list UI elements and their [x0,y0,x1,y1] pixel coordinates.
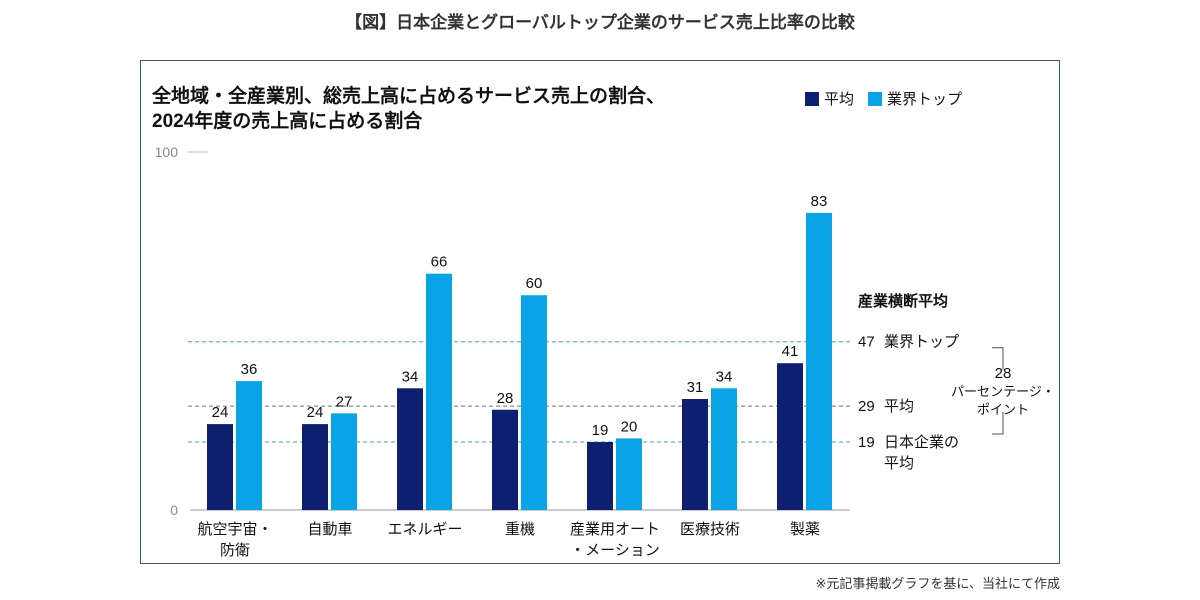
bracket-top [992,347,1004,370]
x-tick-label: 防衛 [220,542,250,559]
figure-title: 【図】日本企業とグローバルトップ企業のサービス売上比率の比較 [345,13,855,32]
data-label: 24 [212,404,229,421]
chart-title: 全地域・全産業別、総売上高に占めるサービス売上の割合、 2024年度の売上高に占… [152,84,665,134]
bar-top [236,381,262,510]
x-tick-label: 医療技術 [680,521,740,538]
chart-title-line: 全地域・全産業別、総売上高に占めるサービス売上の割合、 [152,86,666,107]
gap-annotation: ポイント [977,402,1029,417]
legend-item-average: 平均 [805,88,854,109]
x-tick-label: 製薬 [790,521,820,538]
legend-swatch [805,92,819,106]
x-tick-label: 航空宇宙・ [197,521,272,538]
legend-item-top: 業界トップ [868,88,962,109]
data-label: 28 [497,390,514,407]
gap-annotation: 28 [995,365,1012,382]
bar-average [492,409,518,510]
bar-top [711,388,737,510]
gap-annotation: パーセンテージ・ [951,384,1055,399]
bar-average [682,399,708,510]
footnote: ※元記事掲載グラフを基に、当社にて作成 [815,576,1060,591]
x-tick-label: 重機 [505,521,535,538]
data-label: 60 [526,275,543,292]
bar-average [587,441,613,510]
reference-label: 日本企業の [884,433,959,451]
y-tick-label: 0 [170,502,178,518]
x-tick-label: ・メーション [570,542,660,559]
data-label: 34 [402,368,419,385]
bar-top [806,212,832,511]
legend-label: 平均 [824,91,855,108]
bar-average [207,424,233,510]
reference-value: 19 [858,434,875,451]
data-label: 83 [811,193,828,210]
bar-top [331,413,357,510]
reference-label: 平均 [884,455,914,472]
data-label: 36 [241,361,258,378]
bar-top [616,438,642,510]
data-label: 31 [687,379,704,396]
bar-average [302,424,328,510]
data-label: 27 [336,393,353,410]
data-label: 20 [621,418,638,435]
data-label: 19 [592,422,609,439]
legend-swatch [868,92,883,106]
chart-frame [140,60,1060,564]
reference-value: 47 [858,334,875,351]
bar-top [426,273,452,510]
x-tick-label: エネルギー [387,521,462,538]
legend-label: 業界トップ [887,91,963,108]
legend: 平均 業界トップ [805,88,962,109]
x-tick-label: 自動車 [307,521,352,538]
y-tick-label: 100 [155,144,179,160]
reference-label: 平均 [884,398,914,415]
data-label: 41 [782,343,799,360]
data-label: 34 [716,368,733,385]
reference-value: 29 [858,398,875,415]
data-label: 66 [431,254,448,271]
bracket-bottom [992,411,1004,435]
data-label: 24 [307,404,324,421]
chart-title-line: 2024年度の売上高に占める割合 [152,111,423,132]
reference-label: 業界トップ [884,334,959,351]
bar-average [397,388,423,510]
bar-average [777,363,803,510]
reference-heading: 産業横断平均 [858,292,948,310]
bar-top [521,295,547,510]
x-tick-label: 産業用オート [570,521,660,538]
